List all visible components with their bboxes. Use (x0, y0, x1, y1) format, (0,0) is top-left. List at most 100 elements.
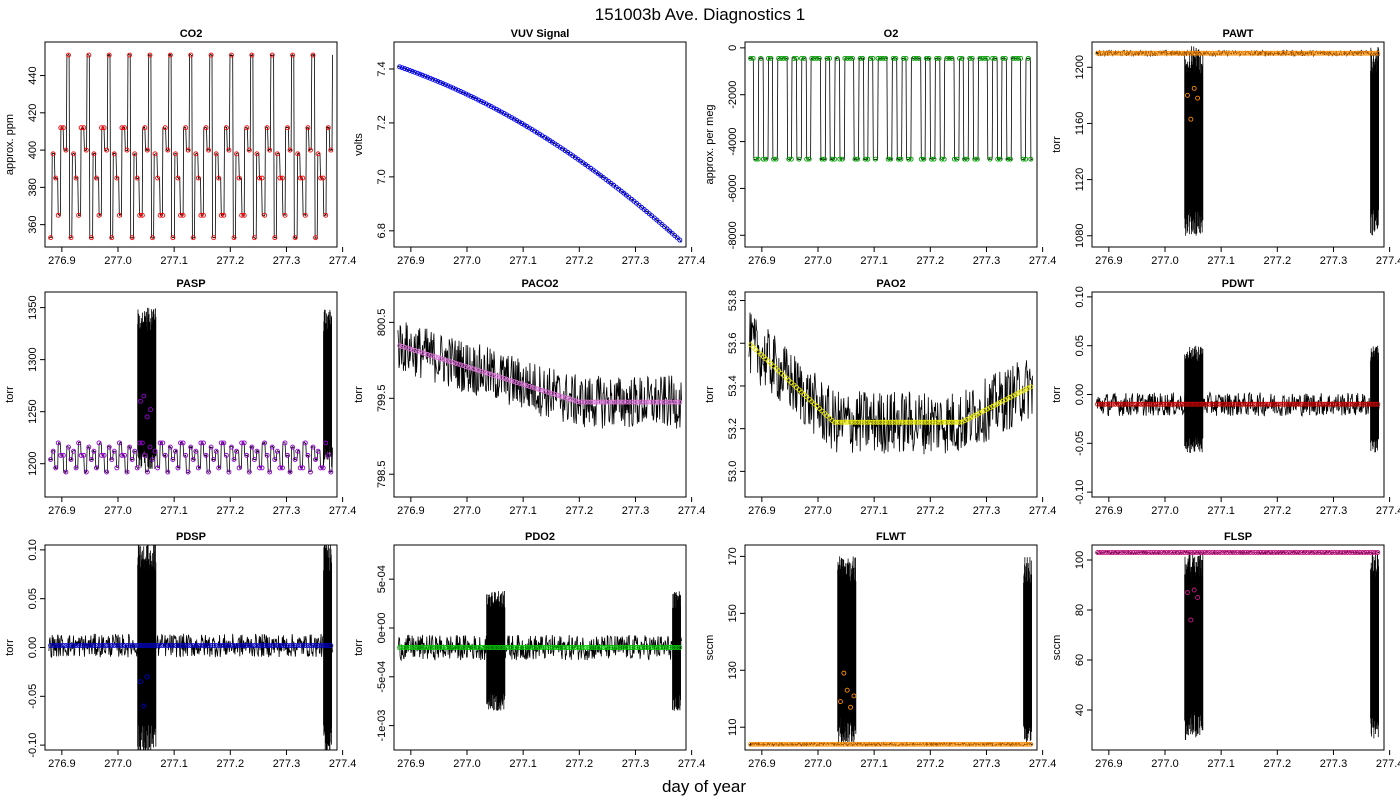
y-axis-label: torr (704, 386, 716, 403)
average-point (555, 645, 561, 650)
average-point (292, 457, 298, 462)
average-point (985, 741, 990, 747)
average-point (241, 440, 247, 446)
y-tick-label: 53.0 (727, 461, 739, 482)
average-point (880, 741, 886, 747)
average-point (1222, 50, 1228, 56)
average-point (262, 440, 268, 446)
average-point (623, 645, 629, 650)
average-point (96, 643, 102, 648)
average-point (1181, 50, 1187, 56)
average-point (1347, 401, 1353, 407)
average-point (1102, 401, 1108, 407)
x-tick-label: 277.0 (453, 255, 481, 267)
average-point (618, 645, 624, 650)
average-point (962, 418, 968, 424)
average-point (1255, 50, 1261, 56)
average-point (783, 741, 789, 747)
average-point (216, 465, 222, 471)
y-tick-label: 150 (727, 604, 739, 622)
average-point (1153, 550, 1159, 555)
average-point (555, 392, 561, 398)
average-point (496, 374, 502, 380)
data-layer (1095, 549, 1381, 740)
average-point (1339, 401, 1345, 407)
average-point (1227, 401, 1233, 407)
x-tick-label: 277.1 (860, 758, 888, 770)
y-tick-label: -0.05 (1074, 431, 1086, 456)
average-point (63, 469, 69, 475)
average-point (1212, 550, 1218, 555)
average-point (926, 55, 932, 61)
average-point (249, 444, 255, 450)
average-point (1354, 50, 1360, 56)
average-point (223, 125, 229, 131)
average-point (669, 399, 675, 405)
x-tick-label: 277.4 (1376, 255, 1400, 267)
x-tick-label: 276.9 (397, 758, 425, 770)
average-point (453, 86, 459, 92)
average-point (471, 95, 476, 101)
average-point (565, 396, 571, 401)
raw-series-line (48, 53, 333, 240)
average-point (1365, 50, 1371, 56)
average-point (94, 643, 99, 648)
average-point (595, 645, 601, 650)
average-point (53, 643, 59, 648)
average-point (1000, 741, 1006, 747)
average-point (872, 419, 878, 425)
average-point (206, 469, 212, 475)
average-point (511, 116, 517, 122)
average-point (60, 452, 66, 458)
average-point (631, 399, 637, 405)
average-point (213, 643, 219, 648)
average-point (1276, 50, 1281, 56)
average-point (1184, 50, 1190, 56)
average-point (796, 156, 802, 162)
average-point (1370, 50, 1376, 56)
average-point (855, 741, 861, 747)
average-point (979, 409, 985, 415)
average-point (1020, 156, 1026, 162)
average-point (142, 643, 148, 648)
average-point (1255, 550, 1261, 555)
average-point (104, 147, 110, 153)
y-tick-label: 170 (727, 547, 739, 565)
average-point (1185, 590, 1190, 595)
average-point (1158, 550, 1164, 555)
average-point (1202, 50, 1208, 56)
average-point (76, 643, 82, 648)
average-point (448, 359, 454, 365)
x-tick-label: 277.2 (917, 758, 945, 770)
average-point (414, 645, 420, 650)
average-point (310, 52, 316, 58)
x-tick-label: 277.4 (1029, 758, 1057, 770)
average-point (898, 741, 904, 747)
average-point (1235, 401, 1241, 407)
average-point (106, 643, 112, 648)
average-point (277, 175, 283, 181)
average-point (847, 741, 853, 747)
average-point (1143, 550, 1149, 555)
average-point (463, 91, 469, 97)
average-point (325, 125, 331, 131)
x-tick-label: 276.9 (748, 255, 776, 267)
average-point (147, 444, 153, 450)
average-point (537, 645, 543, 650)
average-point (901, 741, 906, 747)
average-point (73, 175, 79, 181)
average-point (1225, 550, 1230, 555)
average-point (588, 645, 594, 650)
average-point (185, 469, 191, 475)
average-point (94, 465, 99, 471)
average-point (404, 345, 410, 351)
average-point (552, 645, 558, 650)
average-point (1337, 401, 1343, 407)
average-point (473, 96, 479, 102)
figure-title: 151003b Ave. Diagnostics 1 (595, 5, 805, 24)
average-point (1242, 50, 1248, 56)
average-point (1332, 550, 1337, 555)
average-point (407, 346, 413, 352)
average-point (781, 741, 787, 747)
average-point (231, 643, 237, 648)
